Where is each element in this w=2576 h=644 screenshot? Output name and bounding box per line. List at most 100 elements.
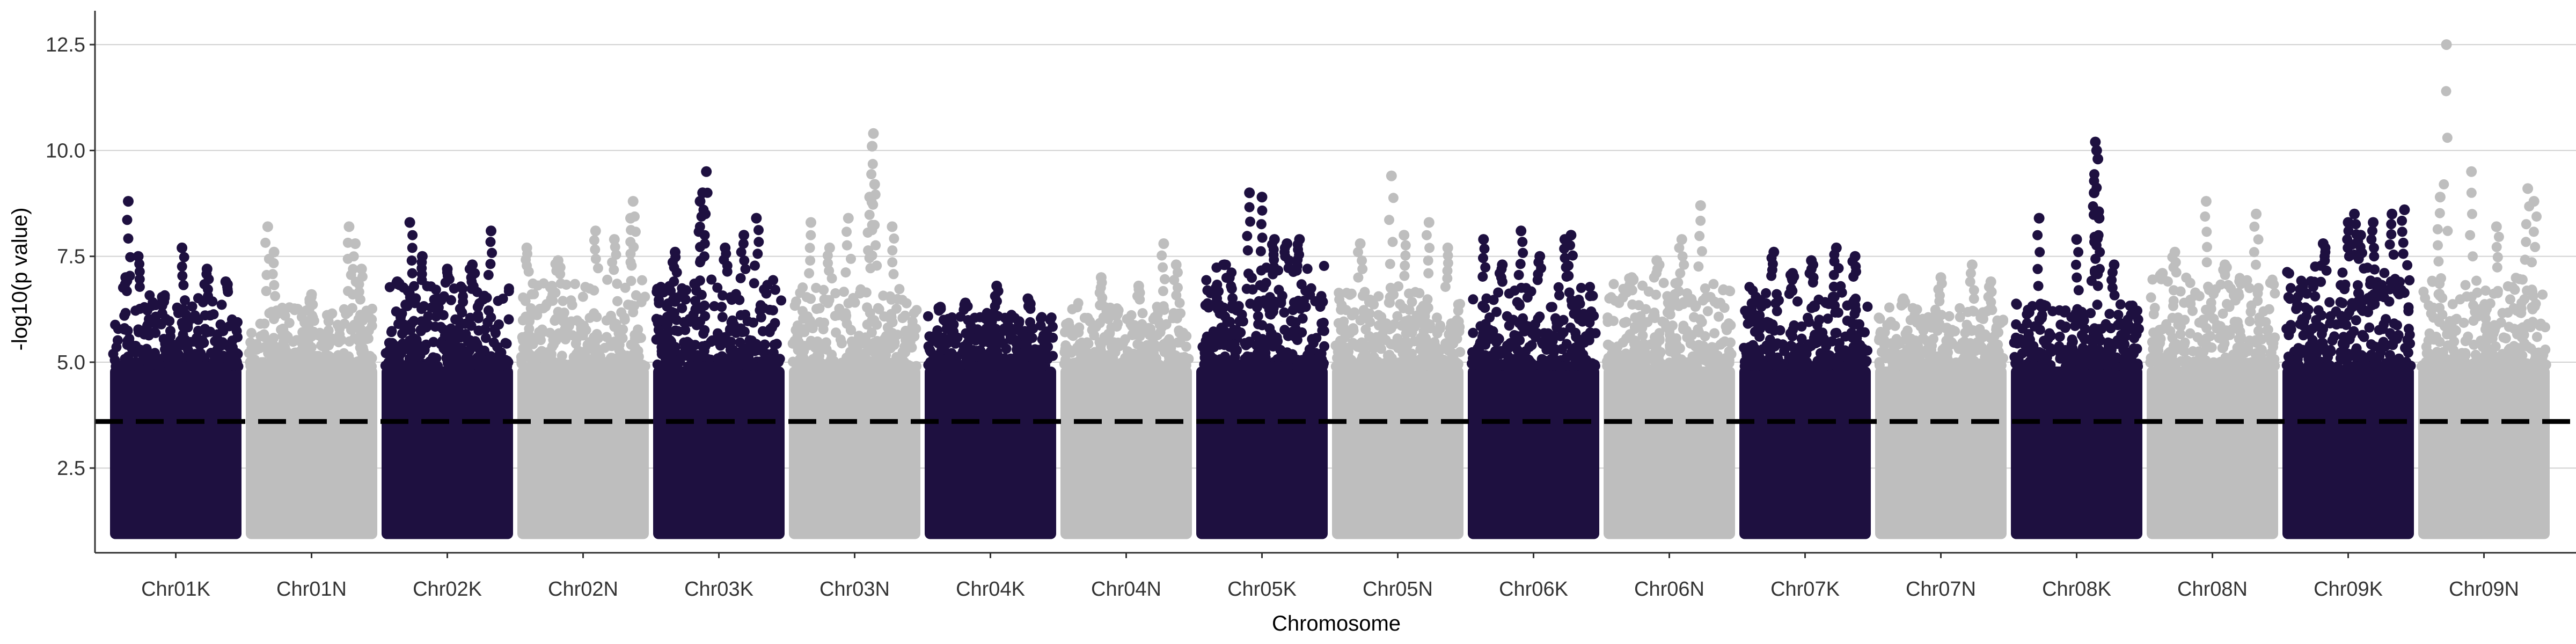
data-point bbox=[1568, 250, 1578, 261]
data-point bbox=[1407, 297, 1417, 308]
data-point bbox=[2234, 347, 2245, 358]
data-point bbox=[2181, 272, 2192, 283]
chromosome-points-Chr04K bbox=[923, 280, 1058, 539]
data-point bbox=[487, 247, 497, 258]
data-point bbox=[1174, 325, 1184, 336]
data-point bbox=[231, 326, 242, 336]
data-point bbox=[1317, 325, 1328, 336]
data-point bbox=[546, 349, 557, 360]
data-point bbox=[1803, 312, 1813, 323]
data-point bbox=[1227, 303, 1238, 314]
data-point bbox=[2217, 343, 2228, 353]
data-point bbox=[889, 233, 899, 244]
data-point bbox=[804, 243, 815, 253]
data-point bbox=[1478, 253, 1488, 264]
data-point bbox=[923, 341, 934, 352]
data-point bbox=[799, 346, 809, 356]
chromosome-points-Chr07N bbox=[1874, 259, 2009, 539]
data-point bbox=[619, 312, 630, 323]
data-point bbox=[407, 243, 418, 253]
data-point bbox=[1334, 294, 1345, 305]
data-point bbox=[2352, 280, 2363, 290]
data-point bbox=[1563, 270, 1574, 281]
data-point bbox=[122, 215, 133, 225]
data-point bbox=[473, 361, 484, 371]
data-point bbox=[1766, 270, 1777, 281]
data-point bbox=[503, 357, 513, 368]
data-point bbox=[1746, 317, 1757, 327]
data-point bbox=[2072, 272, 2082, 283]
data-point bbox=[1346, 288, 1357, 299]
data-point bbox=[1526, 286, 1536, 297]
point-cluster bbox=[2282, 366, 2414, 539]
data-point bbox=[1169, 358, 1180, 369]
data-point bbox=[1667, 320, 1678, 331]
data-point bbox=[347, 303, 357, 313]
data-point bbox=[889, 332, 900, 343]
data-point bbox=[2220, 352, 2231, 363]
data-point bbox=[2161, 319, 2172, 330]
data-point bbox=[1690, 341, 1701, 352]
data-point bbox=[1123, 360, 1133, 371]
data-point bbox=[1297, 313, 1308, 324]
data-point bbox=[559, 308, 569, 318]
data-point bbox=[1151, 353, 1161, 364]
data-point bbox=[2398, 248, 2409, 259]
data-point bbox=[1292, 254, 1303, 265]
data-point bbox=[2403, 324, 2414, 334]
data-point bbox=[1425, 323, 1436, 334]
data-point bbox=[899, 310, 910, 321]
data-point bbox=[197, 335, 208, 346]
data-point bbox=[120, 308, 131, 318]
data-point bbox=[2397, 215, 2407, 226]
peak-point bbox=[701, 166, 712, 177]
data-point bbox=[589, 235, 599, 246]
data-point bbox=[458, 360, 469, 371]
data-point bbox=[259, 332, 270, 342]
data-point bbox=[923, 311, 933, 321]
data-point bbox=[1256, 265, 1267, 276]
data-point bbox=[380, 348, 391, 358]
data-point bbox=[887, 317, 898, 327]
data-point bbox=[2351, 345, 2361, 356]
data-point bbox=[2313, 305, 2324, 316]
peak-point bbox=[1565, 230, 1577, 241]
data-point bbox=[1567, 361, 1577, 371]
data-point bbox=[2388, 250, 2399, 260]
data-point bbox=[2358, 304, 2369, 315]
data-point bbox=[1296, 279, 1307, 290]
data-point bbox=[2251, 259, 2261, 270]
data-point bbox=[978, 351, 989, 362]
data-point bbox=[2218, 309, 2228, 319]
data-point bbox=[2307, 359, 2317, 370]
data-point bbox=[1059, 327, 1070, 338]
data-point bbox=[806, 230, 816, 240]
data-point bbox=[532, 310, 543, 320]
data-point bbox=[1212, 280, 1223, 290]
point-cluster bbox=[2147, 366, 2278, 539]
data-point bbox=[1995, 318, 2006, 328]
data-point bbox=[1828, 269, 1839, 280]
chromosome-points-Chr01N bbox=[244, 221, 377, 539]
data-point bbox=[419, 345, 430, 355]
data-point bbox=[1173, 282, 1183, 293]
data-point bbox=[1962, 319, 1972, 330]
data-point bbox=[561, 280, 572, 290]
data-point bbox=[1788, 361, 1798, 372]
data-point bbox=[415, 325, 426, 335]
data-point bbox=[1912, 317, 1922, 328]
point-cluster bbox=[1468, 366, 1599, 539]
data-point bbox=[160, 313, 171, 324]
data-point bbox=[178, 304, 188, 314]
data-point bbox=[1001, 357, 1012, 368]
data-point bbox=[2148, 309, 2159, 319]
data-point bbox=[1171, 290, 1182, 301]
data-point bbox=[989, 327, 1000, 338]
data-point bbox=[2091, 360, 2102, 371]
data-point bbox=[1410, 287, 1421, 297]
data-point bbox=[1497, 276, 1507, 287]
data-point bbox=[1304, 356, 1315, 367]
data-point bbox=[656, 349, 667, 360]
data-point bbox=[767, 322, 778, 333]
data-point bbox=[1021, 340, 1032, 351]
